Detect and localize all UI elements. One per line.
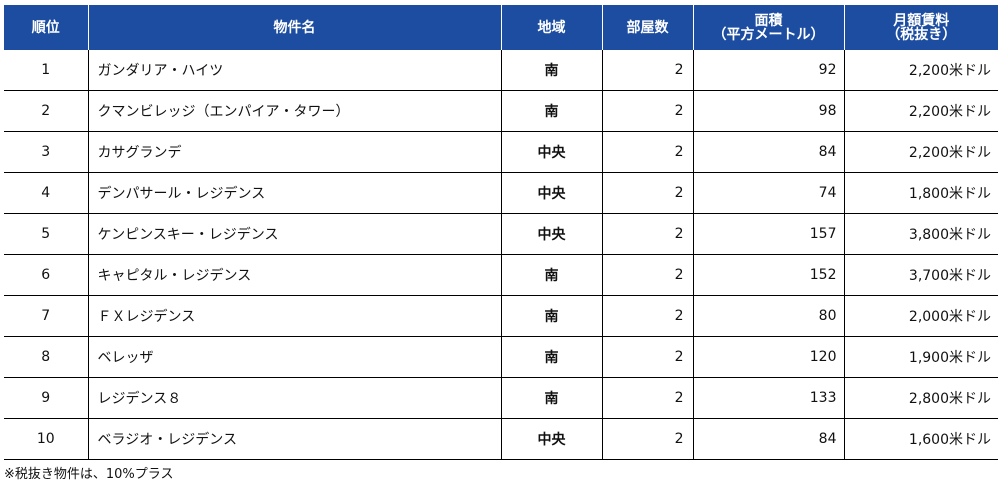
header-area-line2: （平方メートル）: [712, 26, 825, 43]
header-name: 物件名: [87, 5, 501, 50]
table-row: 2 クマンビレッジ（エンパイア・タワー） 南 2 98 2,200米ドル: [4, 90, 998, 132]
cell-region: 南: [500, 254, 602, 296]
footnote: ※税抜き物件は、10%プラス: [4, 467, 174, 482]
cell-rank: 7: [4, 295, 88, 337]
cell-rooms: 2: [601, 90, 693, 132]
cell-rent: 2,000米ドル: [843, 295, 998, 337]
cell-rank: 8: [4, 336, 88, 378]
cell-rank: 2: [4, 90, 88, 132]
table-row: 5 ケンピンスキー・レジデンス 中央 2 157 3,800米ドル: [4, 213, 998, 255]
table-row: 7 ＦＸレジデンス 南 2 80 2,000米ドル: [4, 295, 998, 337]
cell-rank: 5: [4, 213, 88, 255]
cell-rank: 6: [4, 254, 88, 296]
header-region: 地域: [500, 5, 602, 50]
table-row: 3 カサグランデ 中央 2 84 2,200米ドル: [4, 131, 998, 173]
cell-name: ベラジオ・レジデンス: [87, 418, 501, 460]
cell-rank: 10: [4, 418, 88, 460]
cell-rent: 3,700米ドル: [843, 254, 998, 296]
table-row: 9 レジデンス８ 南 2 133 2,800米ドル: [4, 377, 998, 419]
table-row: 6 キャピタル・レジデンス 南 2 152 3,700米ドル: [4, 254, 998, 296]
cell-area: 120: [692, 336, 844, 378]
table-row: 8 ベレッザ 南 2 120 1,900米ドル: [4, 336, 998, 378]
cell-rank: 9: [4, 377, 88, 419]
cell-area: 152: [692, 254, 844, 296]
cell-area: 84: [692, 131, 844, 173]
cell-region: 中央: [500, 172, 602, 214]
cell-rent: 2,200米ドル: [843, 50, 998, 91]
cell-name: ベレッザ: [87, 336, 501, 378]
cell-name: クマンビレッジ（エンパイア・タワー）: [87, 90, 501, 132]
cell-region: 南: [500, 295, 602, 337]
cell-rank: 1: [4, 50, 88, 91]
cell-area: 80: [692, 295, 844, 337]
cell-region: 南: [500, 50, 602, 91]
table-row: 4 デンパサール・レジデンス 中央 2 74 1,800米ドル: [4, 172, 998, 214]
table-row: 10 ベラジオ・レジデンス 中央 2 84 1,600米ドル: [4, 418, 998, 460]
header-rent: 月額賃料 （税抜き）: [843, 5, 998, 50]
cell-rent: 2,200米ドル: [843, 90, 998, 132]
cell-region: 南: [500, 90, 602, 132]
cell-rent: 3,800米ドル: [843, 213, 998, 255]
cell-rent: 1,600米ドル: [843, 418, 998, 460]
cell-rent: 2,200米ドル: [843, 131, 998, 173]
cell-area: 98: [692, 90, 844, 132]
cell-rent: 2,800米ドル: [843, 377, 998, 419]
cell-name: ＦＸレジデンス: [87, 295, 501, 337]
table-row: 1 ガンダリア・ハイツ 南 2 92 2,200米ドル: [4, 50, 998, 91]
cell-name: ガンダリア・ハイツ: [87, 50, 501, 91]
cell-rooms: 2: [601, 336, 693, 378]
header-area: 面積 （平方メートル）: [692, 5, 844, 50]
rent-ranking-table: 順位 物件名 地域 部屋数 面積 （平方メートル） 月額賃料 （税抜き） 1 ガ…: [4, 5, 998, 460]
cell-area: 92: [692, 50, 844, 91]
cell-area: 74: [692, 172, 844, 214]
cell-name: ケンピンスキー・レジデンス: [87, 213, 501, 255]
header-rank: 順位: [4, 5, 88, 50]
cell-name: キャピタル・レジデンス: [87, 254, 501, 296]
cell-name: カサグランデ: [87, 131, 501, 173]
cell-rooms: 2: [601, 295, 693, 337]
header-rent-line2: （税抜き）: [886, 26, 957, 43]
cell-rooms: 2: [601, 418, 693, 460]
cell-rooms: 2: [601, 172, 693, 214]
cell-rooms: 2: [601, 254, 693, 296]
cell-region: 中央: [500, 213, 602, 255]
cell-region: 中央: [500, 418, 602, 460]
cell-region: 中央: [500, 131, 602, 173]
cell-rent: 1,900米ドル: [843, 336, 998, 378]
cell-rent: 1,800米ドル: [843, 172, 998, 214]
header-rooms: 部屋数: [601, 5, 693, 50]
header-area-line1: 面積: [754, 12, 783, 29]
header-rent-line1: 月額賃料: [893, 12, 950, 29]
cell-rank: 4: [4, 172, 88, 214]
cell-rooms: 2: [601, 131, 693, 173]
table-body: 1 ガンダリア・ハイツ 南 2 92 2,200米ドル 2 クマンビレッジ（エン…: [4, 50, 998, 460]
cell-name: デンパサール・レジデンス: [87, 172, 501, 214]
cell-region: 南: [500, 336, 602, 378]
cell-rooms: 2: [601, 377, 693, 419]
cell-area: 157: [692, 213, 844, 255]
cell-area: 84: [692, 418, 844, 460]
table-header-row: 順位 物件名 地域 部屋数 面積 （平方メートル） 月額賃料 （税抜き）: [4, 5, 998, 50]
cell-name: レジデンス８: [87, 377, 501, 419]
cell-rooms: 2: [601, 50, 693, 91]
cell-region: 南: [500, 377, 602, 419]
cell-area: 133: [692, 377, 844, 419]
cell-rooms: 2: [601, 213, 693, 255]
cell-rank: 3: [4, 131, 88, 173]
